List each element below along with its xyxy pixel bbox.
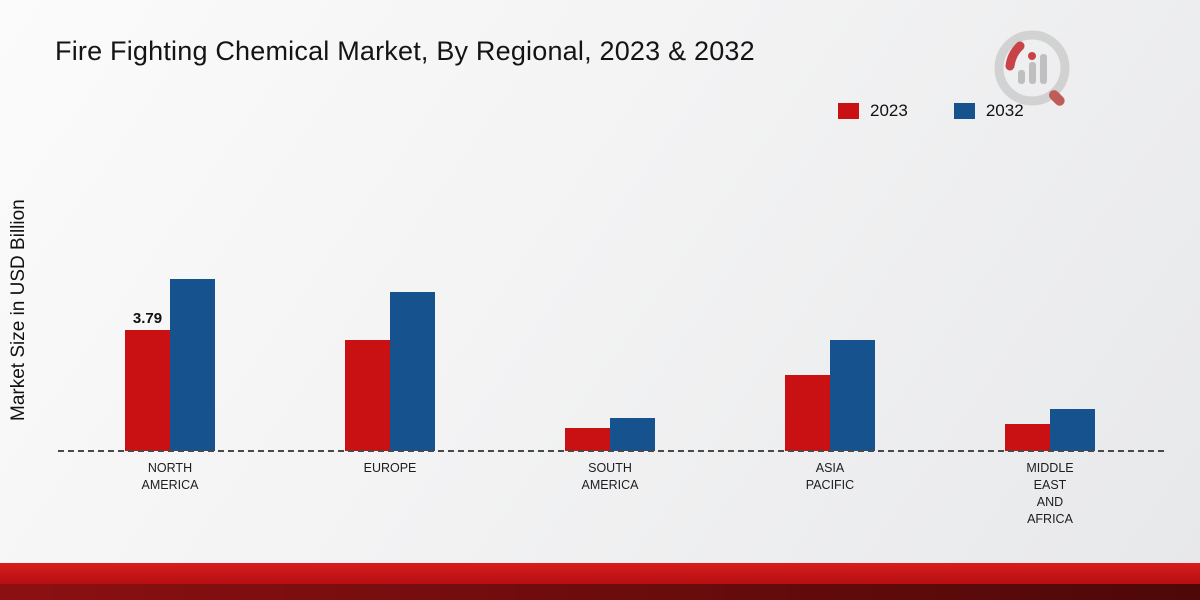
bar-2032-middle-east-and-africa[interactable]: [1050, 409, 1095, 451]
footer-stripe-dark: [0, 584, 1200, 600]
footer-stripe-red: [0, 563, 1200, 584]
category-label-south-america: SOUTH AMERICA: [581, 461, 639, 492]
category-label-middle-east-and-africa: MIDDLE EAST AND AFRICA: [1026, 461, 1074, 526]
legend-swatch-2032: [953, 103, 975, 119]
bar-2023-middle-east-and-africa[interactable]: [1005, 423, 1050, 451]
logo-bar-1: [1018, 70, 1025, 84]
legend-item-2023[interactable]: 2023: [838, 101, 908, 121]
legend: 2023 2032: [838, 101, 1024, 121]
logo-bar-3: [1040, 54, 1047, 84]
logo-bar-2: [1029, 62, 1036, 84]
bar-group-europe: EUROPE: [345, 251, 435, 475]
bar-2023-north-america[interactable]: 3.79: [125, 310, 170, 451]
bars-south-america: [565, 418, 655, 451]
bar-2032-asia-pacific[interactable]: [830, 339, 875, 451]
y-axis-label: Market Size in USD Billion: [8, 199, 29, 421]
logo-ring: [994, 30, 1070, 106]
logo-handle: [1049, 90, 1065, 106]
legend-swatch-2023: [838, 103, 859, 119]
bar-2023-south-america[interactable]: [565, 427, 610, 451]
bar-2023-europe[interactable]: [345, 339, 390, 451]
legend-item-2032[interactable]: 2032: [953, 101, 1024, 121]
bars-north-america: 3.79: [125, 279, 215, 451]
chart-title: Fire Fighting Chemical Market, By Region…: [55, 36, 755, 66]
bar-group-middle-east-and-africa: MIDDLE EAST AND AFRICA: [1005, 251, 1095, 526]
logo-red-arc: [1005, 41, 1025, 71]
x-axis-baseline: [58, 450, 1164, 452]
bar-groups: 3.79 NORTH AMERICA EUROPE SOUTH AMERICA ASIA…: [60, 251, 1160, 526]
category-label-north-america: NORTH AMERICA: [141, 461, 199, 492]
bars-middle-east-and-africa: [1005, 409, 1095, 451]
legend-label-2032: 2032: [985, 101, 1024, 120]
legend-label-2023: 2023: [870, 101, 908, 120]
category-label-europe: EUROPE: [363, 461, 417, 475]
bar-2032-europe[interactable]: [390, 291, 435, 451]
brand-logo: [994, 30, 1070, 106]
logo-dot: [1028, 52, 1036, 60]
bars-asia-pacific: [785, 339, 875, 451]
bar-group-south-america: SOUTH AMERICA: [565, 251, 655, 492]
bar-group-north-america: 3.79 NORTH AMERICA: [125, 251, 215, 492]
bar-2023-asia-pacific[interactable]: [785, 374, 830, 451]
bar-group-asia-pacific: ASIA PACIFIC: [785, 251, 875, 492]
bar-2032-north-america[interactable]: [170, 279, 215, 451]
bar-2032-south-america[interactable]: [610, 418, 655, 451]
bar-chart: 3.79 NORTH AMERICA EUROPE SOUTH AMERICA ASIA…: [58, 251, 1164, 526]
category-label-asia-pacific: ASIA PACIFIC: [805, 461, 855, 492]
data-label-2023-north-america: 3.79: [132, 309, 163, 327]
bars-europe: [345, 291, 435, 451]
